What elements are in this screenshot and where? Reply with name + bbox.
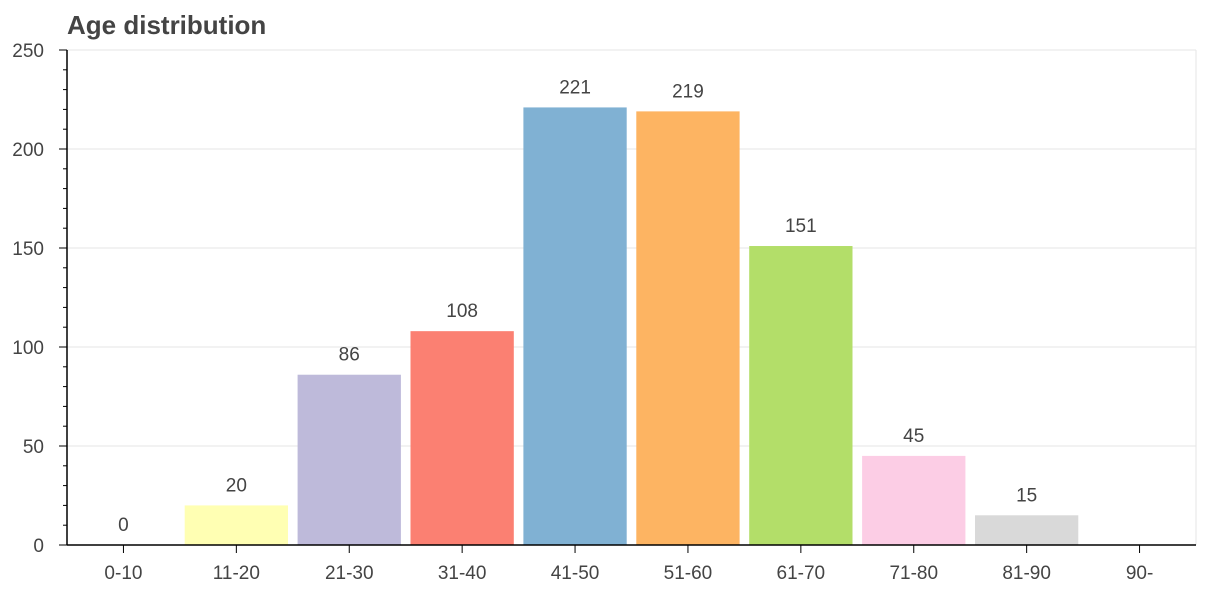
x-tick-label: 51-60 <box>664 563 713 584</box>
x-tick-label: 0-10 <box>104 563 142 584</box>
y-tick-label: 100 <box>12 338 44 359</box>
chart-title: Age distribution <box>67 10 267 40</box>
bar <box>523 107 627 546</box>
data-label: 221 <box>559 77 591 98</box>
bar <box>636 111 740 545</box>
data-label: 0 <box>118 515 129 536</box>
y-tick-label: 200 <box>12 140 44 161</box>
x-tick-label: 21-30 <box>325 563 374 584</box>
data-label: 15 <box>1016 485 1037 506</box>
x-tick-label: 11-20 <box>213 563 260 584</box>
gridlines <box>67 49 1197 545</box>
bar <box>974 515 1079 545</box>
x-tick-label: 71-80 <box>889 563 938 584</box>
bars <box>184 107 1079 546</box>
y-tick-label: 250 <box>12 41 44 62</box>
data-label: 219 <box>672 81 704 102</box>
x-tick-label: 61-70 <box>777 563 826 584</box>
y-tick-label: 150 <box>12 239 44 260</box>
data-label: 151 <box>785 216 817 237</box>
x-tick-label: 41-50 <box>551 563 600 584</box>
x-tick-label: 90- <box>1126 563 1153 584</box>
data-labels: 0 20 86 108 221 219 151 45 15 <box>118 77 1037 536</box>
data-label: 20 <box>226 475 247 496</box>
bar <box>184 505 289 545</box>
data-label: 86 <box>339 345 360 366</box>
bar <box>862 455 966 545</box>
y-tick-label: 50 <box>23 437 44 458</box>
x-tick-label: 81-90 <box>1002 563 1051 584</box>
x-tick-label: 31-40 <box>438 563 487 584</box>
y-tick-label: 0 <box>33 536 44 557</box>
bar <box>297 374 401 545</box>
bar <box>749 246 853 545</box>
data-label: 45 <box>903 426 924 447</box>
bar <box>410 331 514 545</box>
data-label: 108 <box>446 301 478 322</box>
